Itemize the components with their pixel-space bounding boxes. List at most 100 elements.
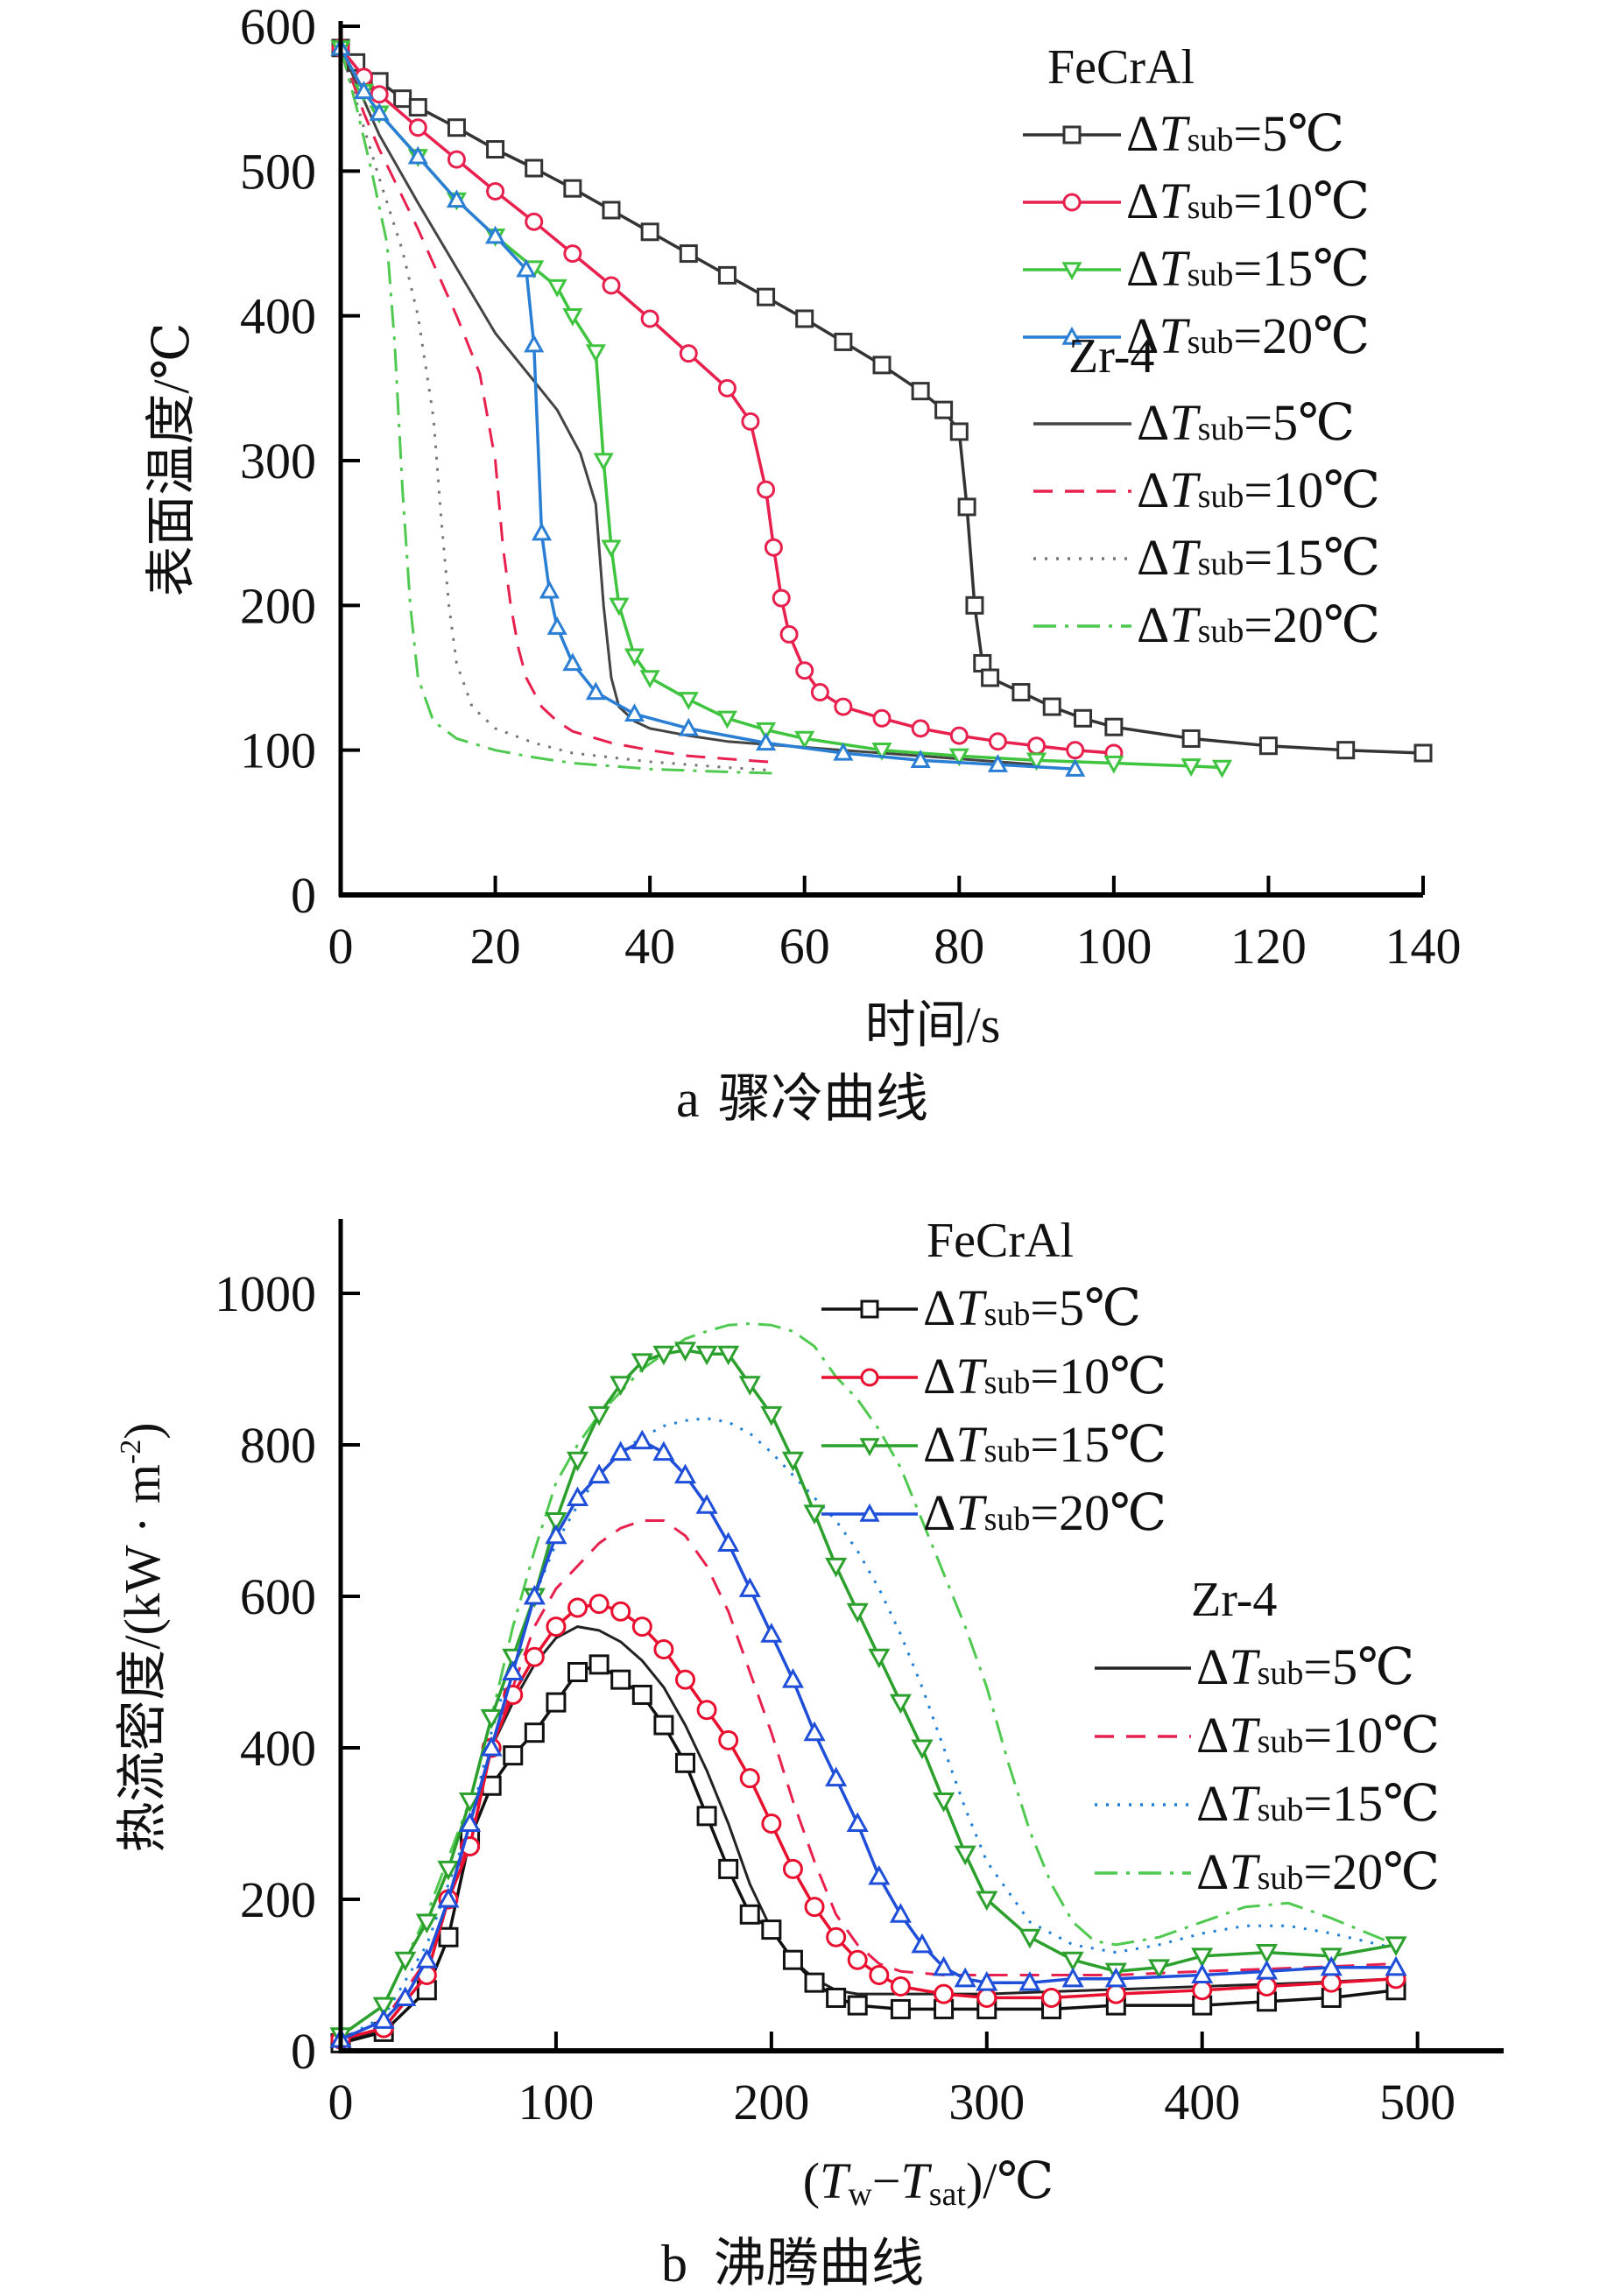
- legend-label: ΔTsub=20℃: [1196, 1843, 1440, 1900]
- caption-a: a 骤冷曲线: [676, 1070, 928, 1128]
- legend-t: T: [1229, 1707, 1260, 1764]
- legend-label: ΔTsub=10℃: [1196, 1707, 1440, 1764]
- x-tick-label: 80: [934, 918, 984, 975]
- data-point: [717, 1345, 740, 1366]
- data-point: [1074, 708, 1093, 728]
- x-tick-label: 100: [1075, 918, 1152, 975]
- legend-entry: ΔTsub=10℃: [1033, 461, 1380, 518]
- data-point: [795, 309, 814, 328]
- data-point: [948, 748, 969, 767]
- data-point: [772, 588, 791, 608]
- legend-t: T: [955, 1279, 987, 1336]
- y-tick-label: 0: [291, 2023, 316, 2080]
- data-point: [911, 1933, 934, 1954]
- data-point: [833, 742, 854, 761]
- x-tick-label: 20: [470, 918, 521, 975]
- data-point: [1255, 1944, 1279, 1964]
- legend-t: T: [1229, 1843, 1260, 1900]
- y-tick-label: 1000: [215, 1265, 316, 1322]
- data-point: [826, 1987, 847, 2008]
- data-point: [933, 1955, 955, 1976]
- legend-marker: [1061, 326, 1082, 345]
- legend-label: ΔTsub=20℃: [923, 1484, 1166, 1541]
- y-tick-label: 600: [240, 1568, 316, 1625]
- legend-label: ΔTsub=15℃: [1126, 240, 1370, 297]
- legend-delta: Δ: [1137, 596, 1169, 653]
- series-line: [340, 1417, 1397, 2041]
- data-point: [525, 212, 544, 231]
- data-point: [525, 158, 544, 178]
- legend-delta: Δ: [923, 1348, 955, 1405]
- data-point: [756, 732, 777, 751]
- legend-sub: sub: [1198, 546, 1244, 582]
- data-point: [546, 1616, 567, 1637]
- series-layer-b: [329, 1322, 1407, 2053]
- data-point: [408, 98, 427, 117]
- data-point: [803, 1721, 826, 1742]
- data-point: [678, 717, 699, 736]
- legend-t: T: [1229, 1638, 1260, 1695]
- x-tick-label: 100: [518, 2074, 594, 2130]
- x-tick-label: 0: [328, 2074, 354, 2130]
- series-fecral-tsub-15-: [329, 1342, 1407, 2047]
- legend-sub: sub: [1258, 1655, 1304, 1692]
- data-point: [761, 1919, 782, 1940]
- data-point: [804, 1972, 825, 1993]
- data-point: [1041, 1987, 1062, 2008]
- data-point: [739, 1768, 760, 1789]
- legend-sub: sub: [1198, 478, 1244, 515]
- data-point: [889, 1694, 912, 1715]
- data-point: [678, 692, 699, 710]
- legend-value: =5℃: [1303, 1638, 1414, 1695]
- data-point: [1105, 1983, 1126, 2004]
- y-tick-label: 300: [240, 433, 316, 489]
- data-point: [652, 1440, 675, 1461]
- legend-entry: ΔTsub=15℃: [821, 1416, 1166, 1473]
- data-point: [871, 742, 892, 761]
- data-point: [1385, 1936, 1407, 1956]
- data-point: [782, 1949, 803, 1970]
- data-point: [631, 1353, 653, 1373]
- legend-b: FeCrAlΔTsub=5℃ΔTsub=10℃ΔTsub=15℃ΔTsub=20…: [821, 1214, 1440, 1900]
- data-point: [949, 726, 969, 745]
- data-point: [593, 453, 614, 472]
- legend-entry: ΔTsub=20℃: [1023, 307, 1370, 364]
- data-point: [372, 1997, 395, 2018]
- data-point: [447, 150, 466, 169]
- legend-label: ΔTsub=10℃: [1126, 173, 1370, 229]
- data-point: [1104, 717, 1124, 736]
- series-line: [339, 47, 774, 764]
- data-point: [718, 1858, 739, 1879]
- legend-a: FeCrAlΔTsub=5℃ΔTsub=10℃ΔTsub=15℃ΔTsub=20…: [1023, 40, 1380, 653]
- legend-t: T: [1169, 394, 1201, 451]
- data-point: [485, 225, 506, 244]
- chart-panel-a: 0 100 200 300 400 500 600 0 20 40 60 80 100 120 140 时…: [143, 0, 1462, 1128]
- data-point: [447, 118, 466, 137]
- legend-marker: [859, 1503, 880, 1522]
- data-point: [437, 1860, 460, 1881]
- data-point: [1211, 759, 1233, 778]
- legend-sub: sub: [1258, 1860, 1304, 1897]
- legend-entry: ΔTsub=20℃: [1095, 1843, 1440, 1900]
- series-fecral-tsub-5-: [331, 39, 1433, 763]
- x-tick-label: 300: [948, 2074, 1025, 2130]
- data-point: [1027, 736, 1047, 756]
- data-point: [1336, 741, 1356, 760]
- data-point: [890, 1976, 911, 1997]
- data-point: [566, 1486, 589, 1507]
- data-point: [567, 1597, 589, 1618]
- data-point: [674, 1669, 695, 1690]
- data-point: [585, 681, 606, 701]
- legend-entry: ΔTsub=20℃: [821, 1484, 1166, 1541]
- data-point: [631, 1684, 652, 1705]
- data-point: [965, 595, 984, 615]
- data-point: [610, 1440, 632, 1461]
- x-label-close: )/℃: [966, 2152, 1054, 2209]
- legend-marker: [860, 1299, 879, 1319]
- data-point: [588, 1405, 610, 1426]
- data-point: [718, 1729, 739, 1750]
- data-point: [911, 382, 930, 401]
- data-point: [910, 750, 931, 768]
- data-point: [1147, 1959, 1171, 1979]
- data-point: [546, 1692, 567, 1713]
